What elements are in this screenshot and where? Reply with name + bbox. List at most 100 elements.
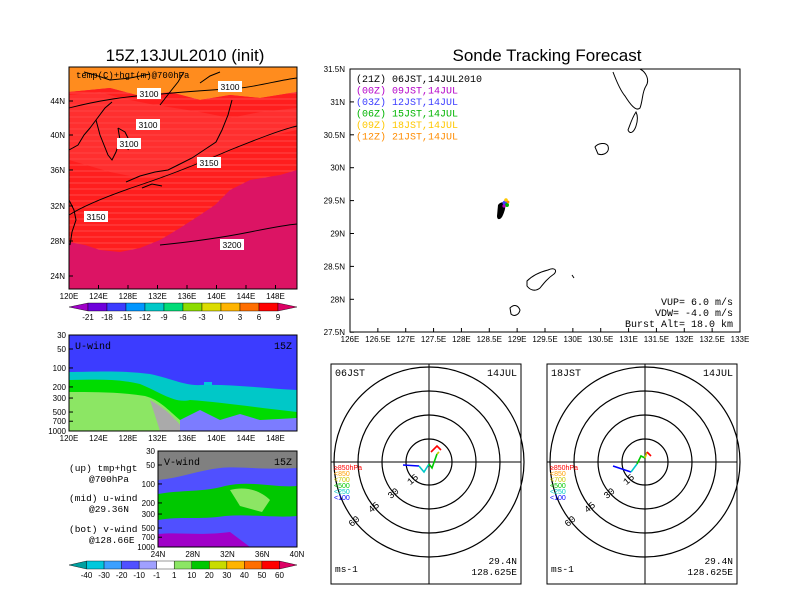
colorbar-label: 0 [219,313,224,322]
level-legend: <700 [334,477,350,484]
sonde-track-cluster [497,198,510,220]
lat-tick-label: 31N [330,98,345,107]
note-bot-2: @128.66E [89,535,135,546]
v-wind-label: V-wind [164,457,200,469]
hodo-trace-500 [636,454,646,465]
hodograph-lon: 128.625E [687,567,733,578]
lon-tick-label: 131.5E [644,335,669,344]
lat-tick-label: 29.5N [324,197,346,206]
colorbar-swatch [201,302,222,312]
lon-tick-label: 140E [207,434,226,443]
lat-tick-label: 28N [330,295,345,304]
lon-tick-label: 124E [89,434,108,443]
pressure-tick-label: 200 [142,499,156,508]
lat-tick-label: 29N [330,230,345,239]
contour-label: 3100 [221,82,240,92]
colorbar-label: -30 [98,571,110,580]
lon-tick-label: 148E [266,292,285,301]
colorbar-swatch [279,560,298,570]
pressure-tick-label: 50 [57,345,66,354]
colorbar-swatch [226,560,245,570]
pressure-tick-label: 300 [142,510,156,519]
note-up-2: @700hPa [89,474,129,485]
colorbar-swatch [182,302,203,312]
hodograph-frame [330,363,522,585]
lon-tick-label: 132E [148,434,167,443]
hodograph-lat: 29.4N [704,556,733,567]
main-map-lon-ticks: 126E 126.5E 127E 127.5E 128E 128.5E 129E 129.5E… [341,328,749,344]
colorbar-swatch [144,302,165,312]
colorbar-swatch [163,302,184,312]
hodograph-unit: ms-1 [335,564,358,575]
colorbar-label: -12 [139,313,151,322]
main-map-title: Sonde Tracking Forecast [453,46,642,65]
lat-tick-label: 28N [185,550,200,559]
colorbar-label: 60 [275,571,284,580]
note-mid-1: (mid) u-wind [69,493,137,504]
lon-tick-label: 128E [452,335,471,344]
note-up-1: (up) tmp+hgt [69,463,137,474]
left-map-title: 15Z,13JUL2010 (init) [106,46,265,65]
u-wind-panel: U-wind 15Z [68,334,298,432]
pressure-tick-label: 500 [142,524,156,533]
lon-tick-label: 136E [178,292,197,301]
vup-text: VUP= 6.0 m/s [661,297,733,309]
level-legend: <250 [550,489,566,496]
sonde-track-map: (21Z) 06JST,14JUL2010(00Z) 09JST,14JUL(0… [349,68,741,333]
colorbar-swatch [86,560,105,570]
colorbar-swatch [174,560,192,570]
lat-tick-label: 44N [50,97,65,106]
lon-tick-label: 120E [60,292,79,301]
colorbar-swatch [220,302,241,312]
colorbar-swatch [121,560,140,570]
contour-labels: 3100 3100 3100 3100 3150 3150 3200 [84,81,244,250]
hodo-trace-850 [646,451,652,457]
track-legend-entry: (09Z) 18JST,14JUL [356,120,458,132]
hodograph-frame [546,363,738,585]
hodo-trace-500 [428,453,438,470]
colorbar-label: -3 [198,313,206,322]
hodograph-date: 14JUL [487,369,517,380]
colorbar-swatch [103,560,122,570]
pressure-tick-label: 100 [53,364,67,373]
colorbar-swatch [138,560,157,570]
hodograph-06jst: 06JST 14JUL29.4N128.625Ems-115304560≥850h… [330,363,525,585]
pressure-tick-label: 200 [53,383,67,392]
colorbar-swatch [68,302,89,312]
u-wind-lon-ticks: 120E 124E 128E 132E 136E 140E 144E 148E [60,434,285,443]
colorbar-label: -10 [133,571,145,580]
colorbar-label: -1 [153,571,161,580]
colorbar-swatch [209,560,228,570]
hodograph-18jst: 18JST 14JUL29.4N128.625Ems-115304560≥850h… [546,363,741,585]
colorbar-swatch [125,302,146,312]
lon-tick-label: 128.5E [477,335,502,344]
lon-tick-label: 140E [207,292,226,301]
u-wind-label: U-wind [75,341,111,353]
lon-tick-label: 132.5E [699,335,724,344]
hodo-trace-850 [430,444,442,453]
colorbar-label: 10 [187,571,196,580]
colorbar-label: 30 [222,571,231,580]
lat-tick-label: 30.5N [324,131,346,140]
lon-tick-label: 129E [508,335,527,344]
lon-tick-label: 128E [119,292,138,301]
colorbar-swatch [258,302,279,312]
lon-tick-label: 132E [675,335,694,344]
pressure-tick-label: 50 [146,461,155,470]
main-map-lat-ticks: 31.5N 31N 30.5N 30N 29.5N 29N 28.5N 28N 27.5N [324,65,354,337]
colorbar-label: -6 [179,313,187,322]
colorbar-label: -40 [81,571,93,580]
hodograph-lon: 128.625E [471,567,517,578]
hodo-trace-700 [644,451,648,459]
lon-tick-label: 124E [89,292,108,301]
lon-tick-label: 129.5E [532,335,557,344]
contour-label: 3150 [87,212,106,222]
colorbar-swatch [68,560,87,570]
track-legend-entry: (12Z) 21JST,14JUL [356,132,458,144]
colorbar-swatch [106,302,127,312]
track-legend-entry: (03Z) 12JST,14JUL [356,97,458,109]
colorbar-swatch [261,560,280,570]
level-legend: <100 [550,495,566,502]
hodo-trace-250 [418,463,430,474]
colorbar-swatch [191,560,210,570]
